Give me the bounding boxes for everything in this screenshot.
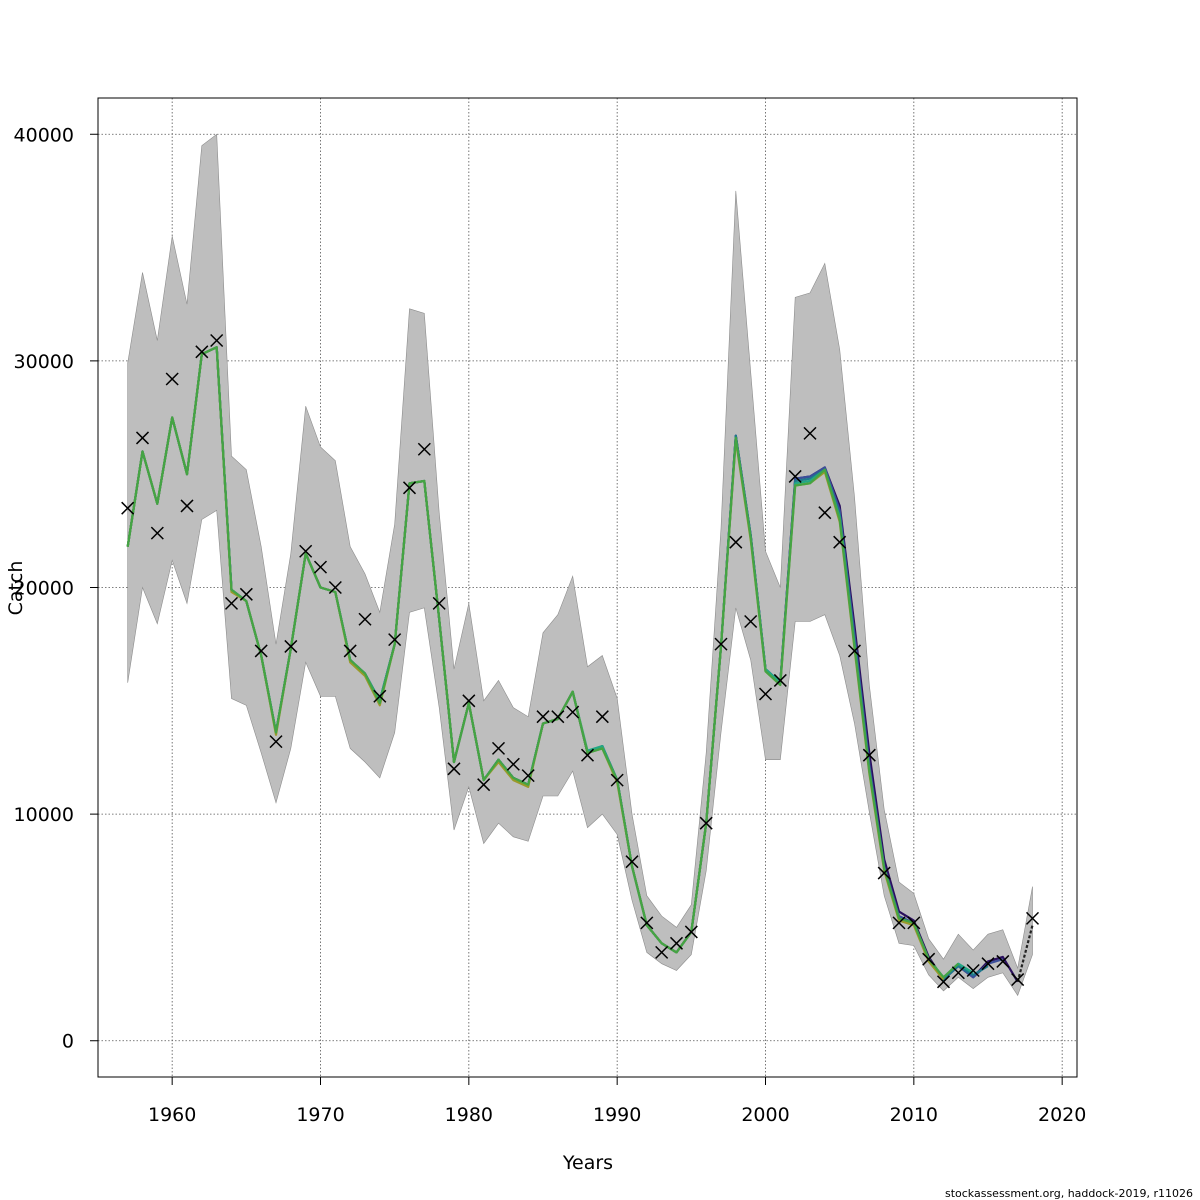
- observation-point: [699, 816, 713, 830]
- y-tick-label: 20000: [14, 578, 74, 600]
- observation-point: [684, 925, 698, 939]
- observation-point: [224, 596, 239, 610]
- observation-point: [847, 644, 862, 658]
- y-tick-label: 30000: [14, 351, 74, 373]
- observation-point: [907, 916, 921, 930]
- axes: 1960 1970 1980 1990 2000 2010 2020 0 10000 20000 3…: [14, 124, 1087, 1126]
- x-axis-title: Years: [562, 1152, 613, 1174]
- x-tick-label: 1970: [296, 1104, 344, 1126]
- observation-point: [625, 855, 639, 869]
- observation-point: [1025, 911, 1040, 925]
- x-tick-label: 1960: [148, 1104, 196, 1126]
- observation-point: [877, 866, 891, 880]
- observation-point: [951, 966, 965, 980]
- y-tick-label: 0: [62, 1031, 74, 1053]
- observation-point: [818, 506, 832, 520]
- observation-point: [566, 705, 580, 719]
- observation-point: [862, 748, 876, 762]
- series-line-5: [126, 346, 960, 979]
- observation-point: [981, 957, 995, 971]
- observation-point: [254, 644, 268, 658]
- observation-point: [269, 735, 283, 749]
- observation-point: [655, 945, 669, 959]
- observation-point: [402, 481, 417, 495]
- observation-point: [773, 673, 787, 687]
- x-tick-label: 2010: [890, 1104, 938, 1126]
- observation-point: [462, 694, 476, 708]
- observation-point: [833, 535, 847, 549]
- series-lines: [126, 346, 1034, 983]
- x-tick-label: 1980: [445, 1104, 493, 1126]
- y-tick-label: 10000: [14, 804, 74, 826]
- observation-point: [373, 689, 387, 703]
- observation-point: [595, 710, 609, 724]
- observation-point: [536, 710, 550, 724]
- x-tick-label: 2000: [741, 1104, 789, 1126]
- observation-point: [210, 333, 224, 348]
- observation-point: [180, 499, 194, 513]
- observation-point: [343, 644, 357, 658]
- observation-point: [892, 916, 906, 930]
- observation-point: [803, 426, 817, 440]
- observation-point: [610, 773, 624, 787]
- observation-point: [966, 963, 980, 978]
- observation-point: [195, 345, 209, 359]
- observation-point: [477, 778, 491, 792]
- observation-point: [150, 526, 164, 540]
- observation-point: [447, 762, 461, 776]
- observation-point: [521, 769, 535, 783]
- footer-credit: stockassessment.org, haddock-2019, r1102…: [945, 1187, 1193, 1200]
- confidence-band: [127, 133, 1033, 997]
- observation-point: [758, 687, 773, 701]
- observation-point: [284, 639, 298, 653]
- y-tick-label: 40000: [14, 124, 74, 146]
- observation-point: [432, 596, 446, 610]
- observation-point: [744, 614, 758, 629]
- observation-point: [491, 741, 506, 755]
- observation-point: [922, 952, 936, 966]
- observation-point: [299, 544, 313, 558]
- observation-point: [551, 710, 565, 724]
- observation-point: [121, 501, 135, 515]
- observation-point: [936, 975, 951, 989]
- x-tick-label: 1990: [593, 1104, 641, 1126]
- observation-point: [506, 757, 520, 771]
- observation-point: [669, 936, 684, 950]
- observation-point: [388, 633, 402, 647]
- observation-point: [417, 442, 431, 456]
- observation-point: [165, 372, 179, 386]
- confidence-band-area: [127, 133, 1033, 997]
- observation-point: [996, 954, 1010, 968]
- observation-point: [239, 587, 253, 601]
- observation-point: [714, 637, 728, 651]
- x-tick-label: 2020: [1038, 1104, 1086, 1126]
- y-axis-title: Catch: [5, 561, 27, 616]
- observation-point: [788, 469, 802, 483]
- observation-point: [729, 535, 743, 549]
- observation-point: [1011, 973, 1025, 987]
- observation-point: [313, 560, 328, 574]
- observation-point: [358, 612, 372, 626]
- observation-point: [328, 580, 342, 595]
- observation-markers: [121, 333, 1040, 989]
- observation-point: [640, 916, 654, 930]
- observation-point: [580, 748, 595, 762]
- observation-point: [135, 431, 150, 445]
